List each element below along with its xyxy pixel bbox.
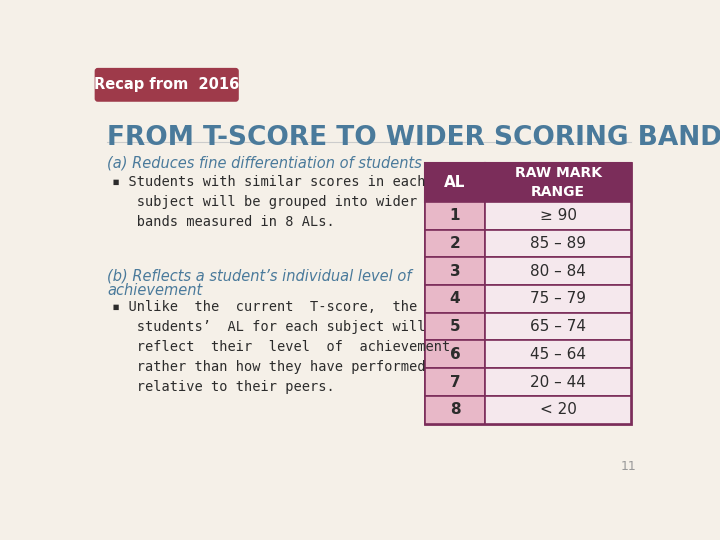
Text: (a) Reduces fine differentiation of students: (a) Reduces fine differentiation of stud… <box>107 156 422 171</box>
Text: 65 – 74: 65 – 74 <box>530 319 586 334</box>
Bar <box>485 340 631 368</box>
Text: ▪ Unlike  the  current  T-score,  the
   students’  AL for each subject will
   : ▪ Unlike the current T-score, the studen… <box>112 300 458 394</box>
Text: RAW MARK
RANGE: RAW MARK RANGE <box>515 166 602 199</box>
Bar <box>425 164 631 423</box>
Text: achievement: achievement <box>107 283 202 298</box>
Text: 8: 8 <box>450 402 460 417</box>
Text: FROM T-SCORE TO WIDER SCORING BANDS: FROM T-SCORE TO WIDER SCORING BANDS <box>107 125 720 151</box>
Bar <box>425 368 485 396</box>
Text: (b) Reflects a student’s individual level of: (b) Reflects a student’s individual leve… <box>107 269 412 284</box>
Bar <box>425 230 485 257</box>
Bar <box>425 396 485 423</box>
Bar <box>425 313 485 340</box>
Text: 75 – 79: 75 – 79 <box>530 292 586 306</box>
Text: 1: 1 <box>450 208 460 223</box>
Text: Recap from  2016: Recap from 2016 <box>94 77 239 92</box>
Bar <box>425 257 485 285</box>
Text: AL: AL <box>444 175 466 190</box>
Bar <box>485 257 631 285</box>
Text: 5: 5 <box>450 319 460 334</box>
Text: 4: 4 <box>450 292 460 306</box>
Bar <box>425 164 485 202</box>
Text: 3: 3 <box>450 264 460 279</box>
Text: 6: 6 <box>450 347 460 362</box>
Bar <box>485 164 631 202</box>
Text: 2: 2 <box>450 236 460 251</box>
Bar <box>425 340 485 368</box>
Text: 85 – 89: 85 – 89 <box>530 236 586 251</box>
Text: 80 – 84: 80 – 84 <box>530 264 586 279</box>
Bar <box>485 368 631 396</box>
Text: < 20: < 20 <box>540 402 577 417</box>
Text: 45 – 64: 45 – 64 <box>530 347 586 362</box>
Bar <box>425 285 485 313</box>
Text: ▪ Students with similar scores in each
   subject will be grouped into wider
   : ▪ Students with similar scores in each s… <box>112 175 426 229</box>
Bar <box>485 396 631 423</box>
Bar <box>485 313 631 340</box>
Text: 11: 11 <box>621 460 636 473</box>
Bar <box>485 285 631 313</box>
Bar <box>425 202 485 230</box>
Text: 20 – 44: 20 – 44 <box>530 375 586 389</box>
Text: ≥ 90: ≥ 90 <box>539 208 577 223</box>
Bar <box>485 230 631 257</box>
Text: 7: 7 <box>450 375 460 389</box>
FancyBboxPatch shape <box>94 68 239 102</box>
Bar <box>485 202 631 230</box>
